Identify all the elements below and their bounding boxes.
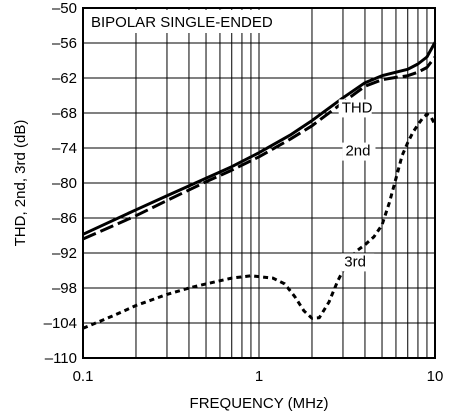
y-axis-ticks: –50 –56 –62 –68 –74 –80 –86 –92 –98 –104 –110 xyxy=(44,0,77,367)
y-tick-label: –62 xyxy=(52,70,77,87)
y-tick-label: –74 xyxy=(52,140,77,157)
x-tick-label: 10 xyxy=(427,368,444,385)
x-axis-label: FREQUENCY (MHz) xyxy=(190,395,329,412)
plot-frame xyxy=(82,7,436,359)
y-axis-label: THD, 2nd, 3rd (dB) xyxy=(12,120,29,247)
y-tick-label: –80 xyxy=(52,175,77,192)
chart-title-background xyxy=(85,10,290,33)
y-tick-label: –68 xyxy=(52,105,77,122)
y-tick-label: –86 xyxy=(52,210,77,227)
y-tick-label: –92 xyxy=(52,245,77,262)
chart-title: BIPOLAR SINGLE-ENDED xyxy=(91,14,273,31)
x-tick-label: 1 xyxy=(255,368,263,385)
x-tick-label: 0.1 xyxy=(73,368,94,385)
annotation-label-thd: THD xyxy=(342,99,373,116)
annotations: THD 2nd 3rd xyxy=(338,99,376,272)
y-tick-label: –104 xyxy=(44,315,77,332)
annotation-background xyxy=(341,253,375,272)
y-tick-label: –50 xyxy=(52,0,77,17)
y-tick-label: –56 xyxy=(52,35,77,52)
series-line-thd xyxy=(82,41,437,236)
annotation-background xyxy=(338,99,372,118)
annotation-label-2nd: 2nd xyxy=(345,143,370,160)
x-axis-ticks: 0.1 1 10 xyxy=(73,368,444,385)
y-tick-label: –98 xyxy=(52,280,77,297)
annotation-background xyxy=(342,142,376,161)
series-layer xyxy=(82,41,437,330)
series-line-2nd xyxy=(82,56,437,241)
annotation-label-3rd: 3rd xyxy=(344,253,366,270)
y-tick-label: –110 xyxy=(45,350,77,367)
